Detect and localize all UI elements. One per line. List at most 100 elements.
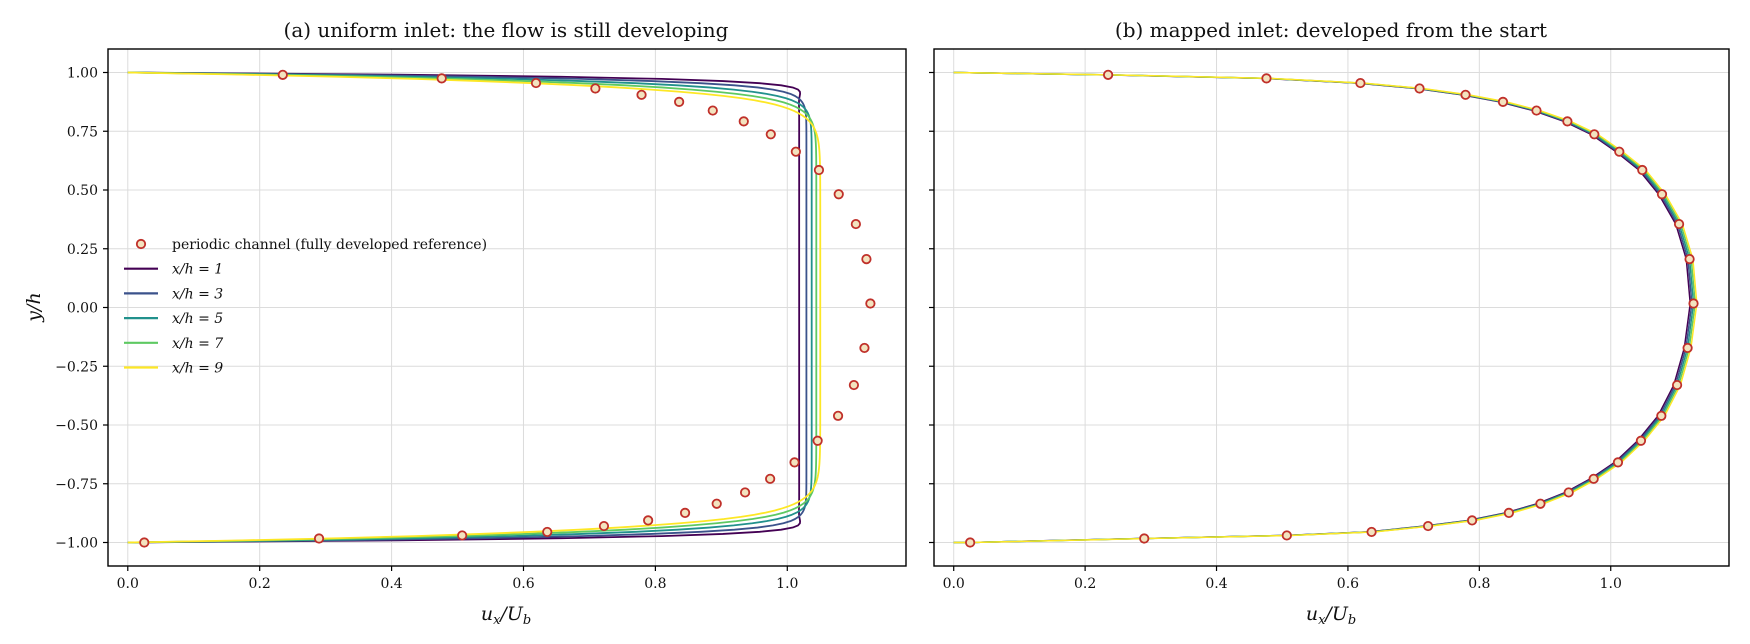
reference-point xyxy=(598,520,610,532)
reference-point xyxy=(1355,77,1366,89)
legend-marker xyxy=(135,238,147,250)
reference-point xyxy=(1682,342,1693,354)
reference-point xyxy=(1688,298,1699,309)
reference-point xyxy=(1562,116,1573,127)
reference-point xyxy=(1531,105,1542,116)
reference-point xyxy=(707,105,718,116)
reference-point xyxy=(833,189,844,200)
reference-point xyxy=(739,487,751,498)
legend-label: x/h = 3 xyxy=(172,286,223,302)
reference-point xyxy=(542,526,553,538)
legend-label: x/h = 7 xyxy=(172,336,223,352)
reference-point xyxy=(636,89,647,100)
reference-point xyxy=(965,537,976,548)
x-tick-label: 0.0 xyxy=(943,576,965,592)
reference-point xyxy=(1366,526,1377,538)
reference-point xyxy=(1614,146,1625,157)
y-tick-label: −0.75 xyxy=(55,477,98,493)
reference-point xyxy=(1673,218,1685,230)
legend-label: x/h = 9 xyxy=(172,361,223,377)
reference-point xyxy=(711,498,722,509)
reference-point xyxy=(590,83,601,94)
reference-point xyxy=(1261,73,1272,84)
y-tick-label: −0.50 xyxy=(55,418,98,434)
reference-point xyxy=(1671,379,1683,391)
reference-point xyxy=(861,253,872,265)
panel-b-reference-markers xyxy=(965,69,1699,548)
reference-point xyxy=(765,129,776,140)
reference-point xyxy=(1684,253,1695,265)
reference-point xyxy=(1460,89,1471,100)
panel-a-title: (a) uniform inlet: the flow is still dev… xyxy=(284,18,729,42)
reference-point xyxy=(859,342,870,354)
reference-point xyxy=(1656,410,1667,421)
x-tick-label: 0.0 xyxy=(117,576,139,592)
panel-b-ticks: 0.0 0.2 0.4 0.6 0.8 1.0 xyxy=(929,71,1622,592)
reference-point xyxy=(1635,435,1647,446)
panel-a-ylabel: y/h xyxy=(23,292,45,322)
panel-b: (b) mapped inlet: developed from the sta… xyxy=(929,18,1730,628)
reference-point xyxy=(1588,473,1599,484)
x-tick-label: 0.6 xyxy=(512,576,534,592)
x-tick-label: 0.2 xyxy=(1074,576,1096,592)
reference-point xyxy=(1103,69,1114,80)
series-line xyxy=(127,71,822,544)
reference-point xyxy=(1589,129,1600,140)
panel-a-legend: periodic channel (fully developed refere… xyxy=(124,237,487,377)
series-line xyxy=(127,71,813,544)
reference-point xyxy=(679,507,691,518)
reference-point xyxy=(812,435,823,446)
reference-point xyxy=(1656,189,1668,200)
reference-point xyxy=(790,146,801,157)
panel-b-xlabel: ux/Ub xyxy=(1306,603,1356,628)
legend-label: x/h = 5 xyxy=(172,311,223,327)
reference-point xyxy=(850,218,861,230)
x-tick-label: 0.8 xyxy=(1468,576,1490,592)
series-line xyxy=(127,71,808,544)
reference-point xyxy=(1497,96,1509,107)
series-line xyxy=(953,71,1698,544)
x-tick-label: 0.4 xyxy=(380,576,402,592)
reference-point xyxy=(789,457,800,468)
reference-point xyxy=(1139,533,1150,544)
reference-point xyxy=(1563,487,1574,498)
y-tick-label: −0.25 xyxy=(55,359,98,375)
legend-label: x/h = 1 xyxy=(172,262,223,278)
panel-a-reference-markers xyxy=(139,69,876,548)
panel-b-title: (b) mapped inlet: developed from the sta… xyxy=(1115,18,1547,42)
reference-point xyxy=(848,379,859,391)
x-tick-label: 0.2 xyxy=(249,576,271,592)
x-tick-label: 0.8 xyxy=(644,576,666,592)
reference-point xyxy=(738,116,749,127)
y-tick-label: −1.00 xyxy=(55,536,98,552)
x-tick-label: 1.0 xyxy=(1600,576,1622,592)
y-tick-label: 1.00 xyxy=(67,66,98,82)
reference-point xyxy=(832,410,844,421)
reference-point xyxy=(436,73,447,84)
series-line xyxy=(127,71,818,544)
panel-a-xlabel: ux/Ub xyxy=(481,603,531,628)
reference-point xyxy=(865,298,876,309)
reference-point xyxy=(1503,507,1514,518)
reference-point xyxy=(277,69,288,80)
x-tick-label: 1.0 xyxy=(776,576,798,592)
reference-point xyxy=(530,77,542,89)
reference-point xyxy=(813,164,825,176)
panel-a: (a) uniform inlet: the flow is still dev… xyxy=(23,18,907,628)
panel-b-grid xyxy=(934,49,1729,566)
reference-point xyxy=(1612,457,1624,468)
reference-point xyxy=(765,473,776,484)
panel-a-grid xyxy=(108,49,906,566)
reference-point xyxy=(1422,520,1434,532)
reference-point xyxy=(313,533,325,544)
y-tick-label: 0.75 xyxy=(67,124,98,140)
y-tick-label: 0.25 xyxy=(67,242,98,258)
x-tick-label: 0.4 xyxy=(1205,576,1227,592)
reference-point xyxy=(1467,515,1478,526)
y-tick-label: 0.00 xyxy=(67,301,98,317)
reference-point xyxy=(674,96,685,107)
reference-point xyxy=(139,537,150,548)
reference-point xyxy=(1414,83,1425,94)
y-tick-label: 0.50 xyxy=(67,183,98,199)
